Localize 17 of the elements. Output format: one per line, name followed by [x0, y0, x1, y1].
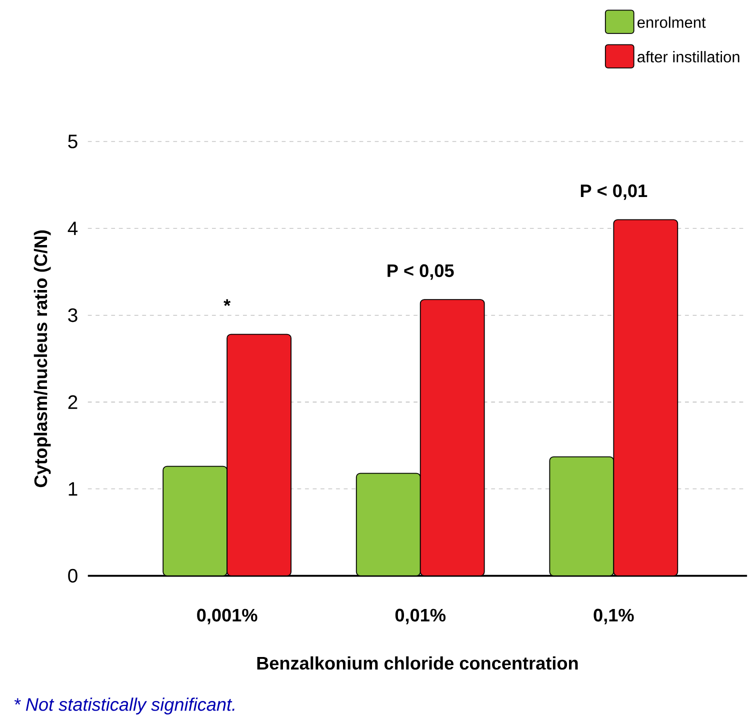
x-tick-label: 0,001% — [197, 608, 258, 624]
x-tick-label: 0,1% — [594, 608, 634, 624]
x-tick-label: 0,01% — [395, 608, 446, 624]
y-tick-label: 4 — [68, 222, 78, 236]
y-tick-label: 0 — [68, 568, 78, 583]
y-tick-label: 2 — [68, 395, 78, 409]
x-axis-title: Benzalkonium chloride concentration — [257, 656, 578, 670]
y-tick-label: 3 — [68, 308, 78, 322]
text: * Not statistically significant. — [14, 698, 234, 714]
annotation: P < 0,05 — [388, 264, 454, 280]
legend-label: after instillation — [638, 51, 740, 62]
legend-label: enrolment — [638, 16, 706, 28]
y-axis-title: Cytoplasm/nucleus ratio (C/N) — [34, 230, 51, 488]
annotation: * — [224, 299, 231, 306]
y-tick-label: 1 — [68, 482, 78, 496]
y-tick-label: 5 — [68, 134, 78, 148]
annotation: P < 0,01 — [580, 184, 648, 200]
